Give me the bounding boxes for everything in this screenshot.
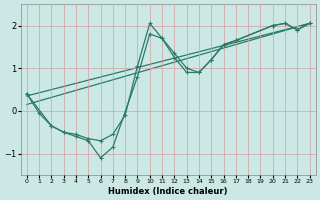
X-axis label: Humidex (Indice chaleur): Humidex (Indice chaleur) <box>108 187 228 196</box>
